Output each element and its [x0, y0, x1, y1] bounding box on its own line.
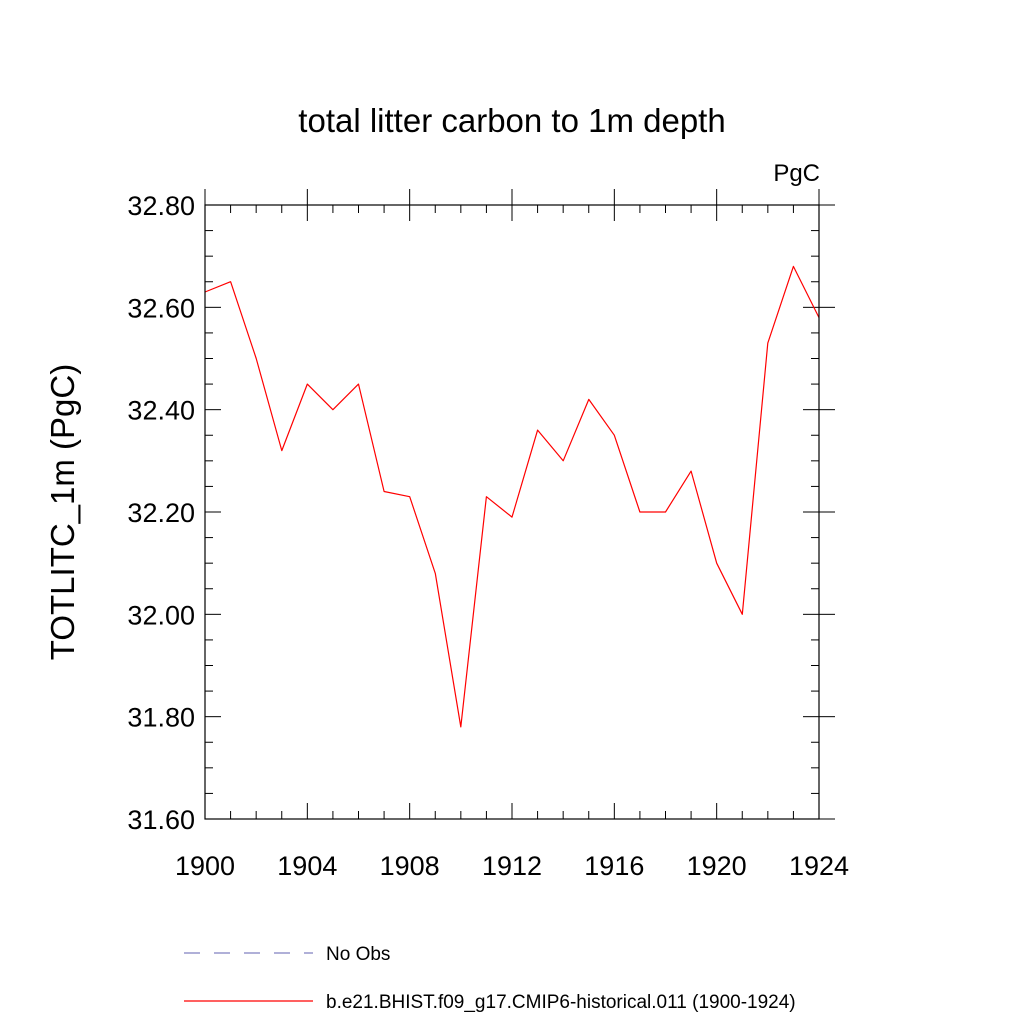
- y-tick-label: 32.80: [127, 191, 195, 221]
- units-label: PgC: [773, 160, 820, 187]
- x-tick-label: 1916: [584, 851, 644, 881]
- legend: No Obs b.e21.BHIST.f09_g17.CMIP6-historic…: [184, 944, 796, 1013]
- plot-frame: [204, 204, 820, 820]
- y-tick-label: 32.00: [127, 600, 195, 630]
- legend-label-1: b.e21.BHIST.f09_g17.CMIP6-historical.011…: [326, 992, 796, 1013]
- y-tick-label: 32.60: [127, 293, 195, 323]
- x-tick-label: 1920: [687, 851, 747, 881]
- axis-tick-labels: 1900 1904 1908 1912 1916 1920 1924 31.60 31.80 32…: [127, 191, 849, 881]
- y-tick-label: 32.40: [127, 396, 195, 426]
- series-layer: [204, 265, 820, 728]
- y-tick-label: 31.80: [127, 703, 195, 733]
- x-tick-label: 1900: [175, 851, 235, 881]
- x-tick-label: 1908: [380, 851, 440, 881]
- y-tick-label: 32.20: [127, 498, 195, 528]
- axis-ticks: [204, 189, 835, 820]
- x-tick-label: 1904: [277, 851, 337, 881]
- x-tick-label: 1924: [789, 851, 849, 881]
- y-axis-label: TOTLITC_1m (PgC): [44, 364, 81, 660]
- series-line-0: [204, 265, 820, 728]
- x-tick-label: 1912: [482, 851, 542, 881]
- legend-label-0: No Obs: [326, 944, 390, 965]
- chart-title: total litter carbon to 1m depth: [298, 102, 725, 139]
- y-tick-label: 31.60: [127, 805, 195, 835]
